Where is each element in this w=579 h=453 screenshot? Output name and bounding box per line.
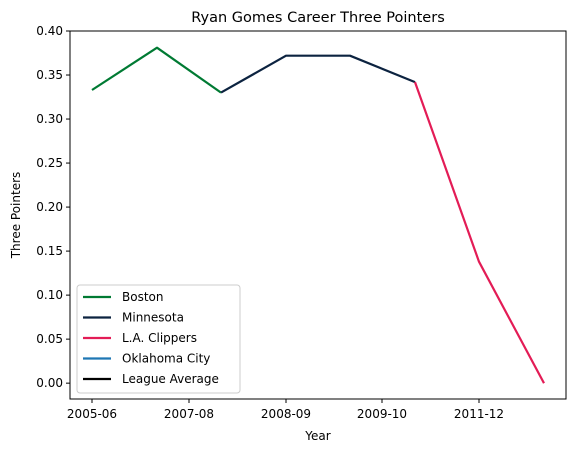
plot-area xyxy=(91,46,545,384)
axes: 0.00 0.05 0.10 0.15 0.20 0.25 0.30 0.35 0.40 2005… xyxy=(36,24,567,421)
y-tick-label: 0.15 xyxy=(36,244,63,258)
y-tick-label: 0.20 xyxy=(36,200,63,214)
series-line-minnesota xyxy=(220,54,416,94)
x-tick-label: 2008-09 xyxy=(261,407,311,421)
chart-title: Ryan Gomes Career Three Pointers xyxy=(191,10,445,26)
series-line-boston xyxy=(91,46,222,94)
legend-box xyxy=(76,284,241,394)
legend-label: League Average xyxy=(122,372,219,386)
axes-frame xyxy=(69,30,567,400)
y-axis-title: Three Pointers xyxy=(9,172,23,260)
x-axis-title: Year xyxy=(304,429,330,443)
legend-label: Boston xyxy=(122,290,163,304)
x-tick-label: 2007-08 xyxy=(164,407,214,421)
y-tick-label: 0.05 xyxy=(36,332,63,346)
legend-label: Minnesota xyxy=(122,311,184,325)
y-tick-label: 0.35 xyxy=(36,68,63,82)
x-tick-label: 2011-12 xyxy=(454,407,504,421)
legend-label: L.A. Clippers xyxy=(122,331,197,345)
y-tick-label: 0.25 xyxy=(36,156,63,170)
x-tick-label: 2009-10 xyxy=(357,407,407,421)
x-tick-label: 2005-06 xyxy=(67,407,117,421)
legend-label: Oklahoma City xyxy=(122,352,210,366)
series-line-l-a-clippers xyxy=(413,81,545,384)
y-tick-label: 0.00 xyxy=(36,376,63,390)
y-tick-label: 0.10 xyxy=(36,288,63,302)
y-tick-label: 0.40 xyxy=(36,24,63,38)
legend: Boston Minnesota L.A. Clippers Oklahoma Cit… xyxy=(76,284,241,394)
y-tick-label: 0.30 xyxy=(36,112,63,126)
